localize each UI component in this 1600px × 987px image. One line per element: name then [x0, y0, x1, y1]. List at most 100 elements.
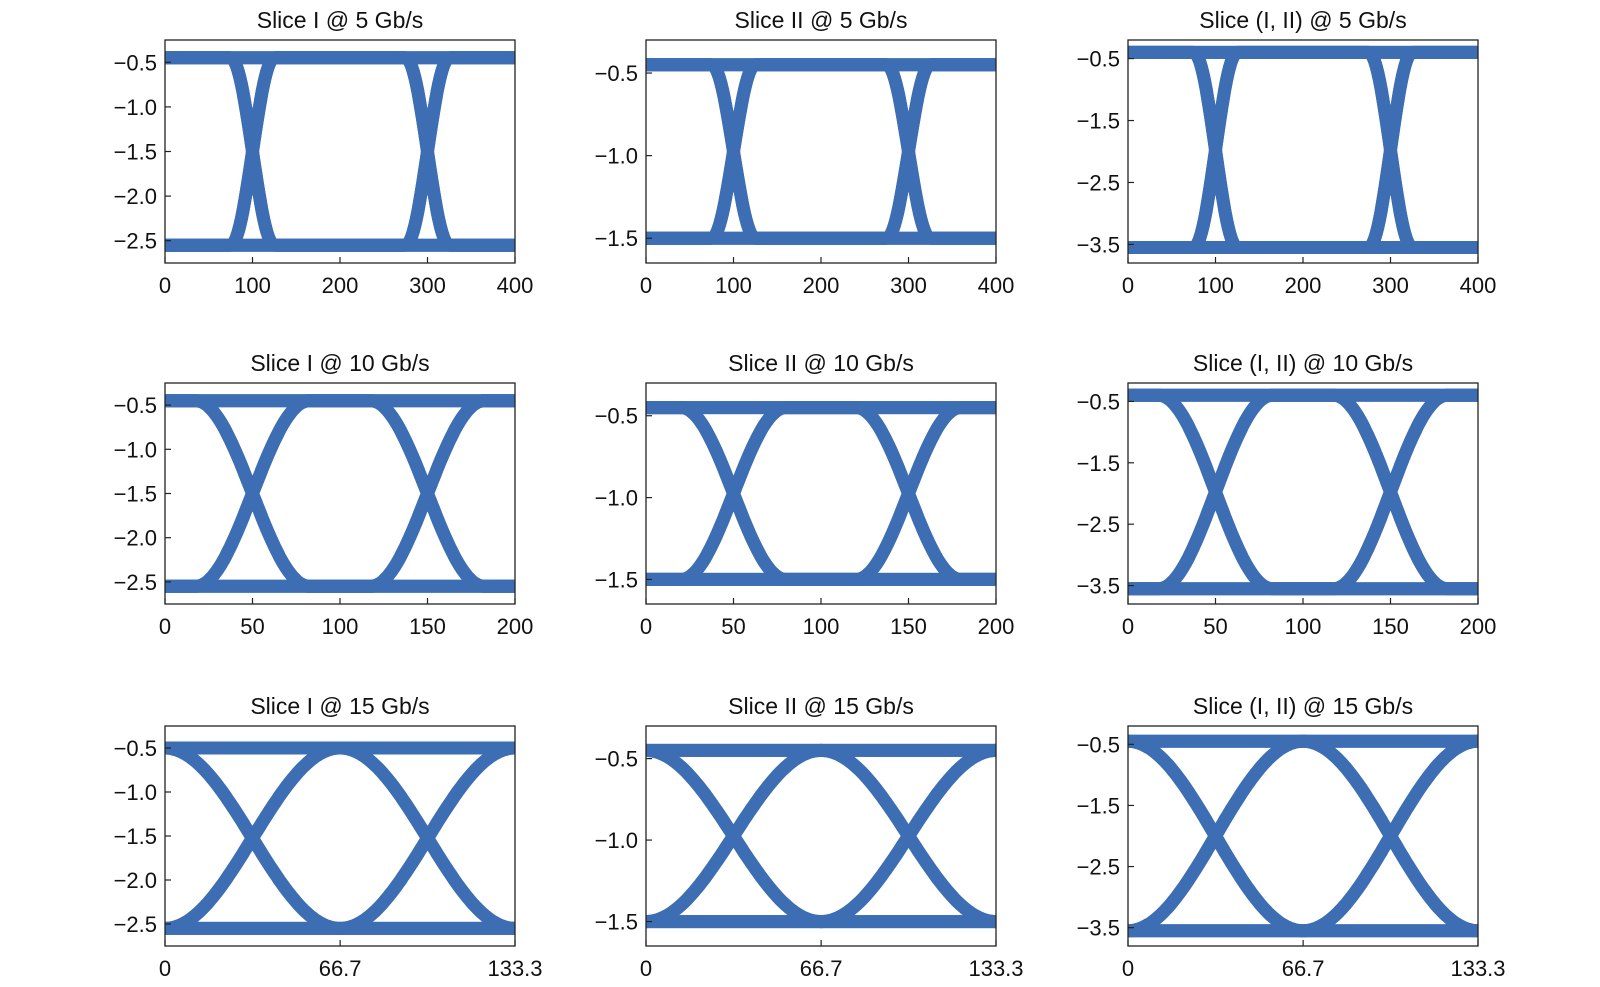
panel-title: Slice II @ 15 Gb/s — [728, 693, 914, 719]
x-tick-label: 50 — [1203, 614, 1227, 639]
y-tick-label: −1.5 — [595, 226, 638, 251]
x-tick-label: 0 — [1122, 614, 1134, 639]
eye-traces — [646, 401, 996, 586]
eye-panel-7: Slice I @ 15 Gb/s 0 66.7 133.3 −0.5 −1.0 −1.5 −… — [114, 693, 543, 981]
y-tick-label: −0.5 — [114, 393, 157, 418]
x-tick-label: 200 — [1460, 614, 1497, 639]
y-tick-label: −1.5 — [114, 140, 157, 165]
trace-rise-hold — [646, 401, 996, 586]
eye-panel-8: Slice II @ 15 Gb/s 0 66.7 133.3 −0.5 −1.0 −1.5 — [595, 693, 1024, 981]
y-tick-label: −2.5 — [1077, 855, 1120, 880]
y-tick-label: −2.5 — [114, 570, 157, 595]
y-tick-label: −0.5 — [595, 747, 638, 772]
trace-fall-rise — [165, 51, 515, 252]
eye-panel-4: Slice I @ 10 Gb/s 0 50 100 150 200 −0.5 −1.0 −1.… — [114, 350, 534, 639]
y-tick-label: −1.0 — [114, 780, 157, 805]
x-tick-label: 200 — [1285, 273, 1322, 298]
x-tick-label: 100 — [803, 614, 840, 639]
y-tick-label: −1.0 — [114, 95, 157, 120]
x-tick-label: 66.7 — [319, 956, 362, 981]
y-tick-label: −0.5 — [1077, 389, 1120, 414]
trace-fall-hold — [646, 401, 996, 586]
y-tick-label: −3.5 — [1077, 916, 1120, 941]
x-tick-label: 133.3 — [968, 956, 1023, 981]
x-tick-label: 66.7 — [1282, 956, 1325, 981]
trace-rise-fall — [1128, 45, 1478, 254]
eye-traces — [1128, 734, 1478, 938]
eye-traces — [646, 58, 996, 245]
y-tick-label: −1.5 — [1077, 109, 1120, 134]
x-tick-label: 0 — [1122, 273, 1134, 298]
panel-title: Slice II @ 5 Gb/s — [735, 7, 908, 33]
x-tick-label: 100 — [1285, 614, 1322, 639]
axes-frame — [164, 725, 516, 947]
x-tick-label: 133.3 — [487, 956, 542, 981]
axes-frame — [645, 39, 997, 264]
x-tick-label: 0 — [1122, 956, 1134, 981]
trace-fall-rise — [646, 58, 996, 245]
y-tick-label: −2.5 — [114, 229, 157, 254]
x-tick-label: 0 — [159, 273, 171, 298]
trace-fall-rise — [646, 401, 996, 586]
trace-late-fall — [646, 743, 996, 929]
y-tick-label: −1.5 — [114, 824, 157, 849]
y-tick-label: −0.5 — [595, 404, 638, 429]
x-tick-label: 66.7 — [800, 956, 843, 981]
x-tick-label: 200 — [803, 273, 840, 298]
trace-late-rise — [165, 51, 515, 252]
axes-frame — [1127, 39, 1479, 264]
eye-panel-2: Slice II @ 5 Gb/s 0 100 200 300 400 −0.5 −1.0 −1… — [595, 7, 1015, 298]
x-tick-label: 100 — [1197, 273, 1234, 298]
axes-frame — [645, 725, 997, 947]
trace-late-rise — [1128, 734, 1478, 938]
y-tick-label: −2.0 — [114, 526, 157, 551]
x-tick-label: 100 — [234, 273, 271, 298]
trace-rise-hold — [646, 58, 996, 245]
panel-title: Slice (I, II) @ 15 Gb/s — [1193, 693, 1413, 719]
eye-panel-1: Slice I @ 5 Gb/s 0 100 200 300 400 −0.5 −1.0 −1.… — [114, 7, 534, 298]
x-tick-label: 0 — [640, 273, 652, 298]
y-tick-label: −2.0 — [114, 868, 157, 893]
eye-traces — [1128, 388, 1478, 596]
panel-title: Slice (I, II) @ 10 Gb/s — [1193, 350, 1413, 376]
x-tick-label: 100 — [322, 614, 359, 639]
x-tick-label: 0 — [640, 614, 652, 639]
panel-title: Slice I @ 10 Gb/s — [250, 350, 429, 376]
trace-late-fall — [165, 51, 515, 252]
x-tick-label: 400 — [978, 273, 1015, 298]
y-tick-label: −1.5 — [114, 482, 157, 507]
y-tick-label: −3.5 — [1077, 574, 1120, 599]
x-tick-label: 300 — [890, 273, 927, 298]
trace-late-fall — [1128, 734, 1478, 938]
x-tick-label: 50 — [240, 614, 264, 639]
panel-title: Slice (I, II) @ 5 Gb/s — [1199, 7, 1406, 33]
x-tick-label: 300 — [409, 273, 446, 298]
trace-late-rise — [646, 58, 996, 245]
y-tick-label: −1.5 — [595, 910, 638, 935]
trace-late-rise — [1128, 388, 1478, 596]
trace-late-fall — [1128, 388, 1478, 596]
y-tick-label: −1.5 — [1077, 793, 1120, 818]
eye-traces — [165, 741, 515, 935]
x-tick-label: 400 — [1460, 273, 1497, 298]
trace-fall-hold — [646, 58, 996, 245]
y-tick-label: −2.5 — [1077, 512, 1120, 537]
panel-title: Slice II @ 10 Gb/s — [728, 350, 914, 376]
x-tick-label: 0 — [640, 956, 652, 981]
y-tick-label: −1.5 — [1077, 451, 1120, 476]
x-tick-label: 200 — [322, 273, 359, 298]
trace-late-fall — [1128, 45, 1478, 254]
eye-panel-6: Slice (I, II) @ 10 Gb/s 0 50 100 150 200 −0.5 −… — [1077, 350, 1497, 639]
trace-late-fall — [165, 394, 515, 593]
x-tick-label: 133.3 — [1450, 956, 1505, 981]
trace-fall-hold — [1128, 45, 1478, 254]
y-tick-label: −0.5 — [114, 736, 157, 761]
trace-late-fall — [646, 58, 996, 245]
x-tick-label: 200 — [978, 614, 1015, 639]
y-tick-label: −3.5 — [1077, 232, 1120, 257]
eye-traces — [165, 51, 515, 252]
y-tick-label: −0.5 — [1077, 732, 1120, 757]
trace-fall-rise — [1128, 45, 1478, 254]
trace-rise-hold — [165, 51, 515, 252]
x-tick-label: 150 — [409, 614, 446, 639]
